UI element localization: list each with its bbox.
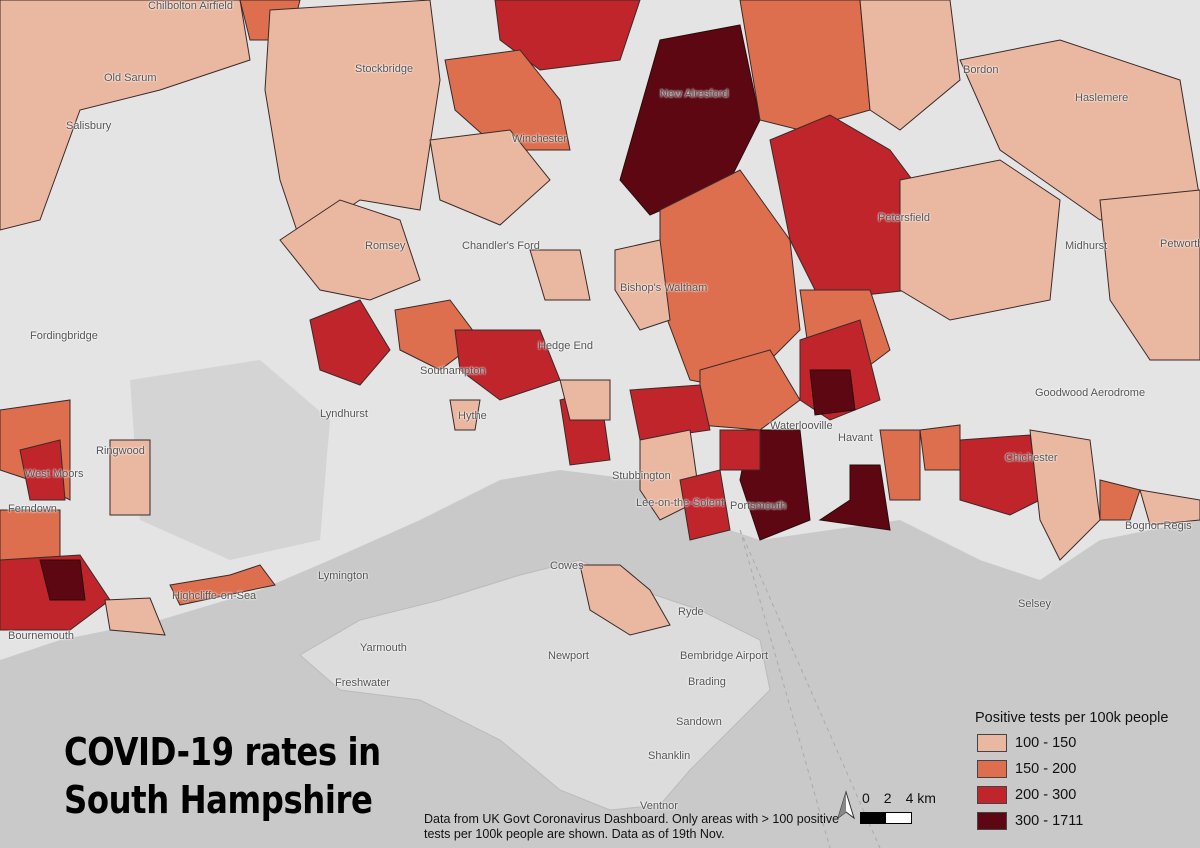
place-label: Brading [688,676,726,688]
place-label: Romsey [365,240,406,252]
place-label: Southampton [420,365,486,377]
legend-item: 200 - 300 [977,786,1168,804]
place-label: Hedge End [538,340,594,352]
scale-label: 4 km [905,790,936,806]
place-label: Bembridge Airport [680,650,769,662]
scale-bar: 0 2 4 km [837,790,936,824]
ferry-route [739,529,881,848]
place-label: Lee-on-the-Solent [636,497,725,509]
legend-title: Positive tests per 100k people [975,710,1169,726]
legend-label: 150 - 200 [1015,761,1077,777]
place-label: Hythe [458,410,487,422]
source-note: Data from UK Govt Coronavirus Dashboard.… [424,812,840,841]
place-label: Portsmouth [730,500,787,512]
place-label: Bournemouth [8,630,75,642]
place-label: Stockbridge [355,63,414,75]
legend-label: 300 - 1711 [1015,813,1084,829]
place-label: Cowes [550,560,584,572]
place-label: Newport [548,650,589,662]
legend-swatch [977,786,1007,804]
place-label: Chichester [1005,452,1058,464]
scale-label: 0 [862,790,870,806]
place-label: Haslemere [1075,92,1129,104]
place-label: Highcliffe-on-Sea [172,590,257,602]
place-label: Ringwood [96,445,145,457]
place-label: Bognor Regis [1125,520,1192,532]
legend-swatch [977,812,1007,830]
place-label: Freshwater [335,677,391,689]
north-arrow-icon [837,790,855,820]
title-line-2: South Hampshire [64,778,373,822]
scale-label: 2 [883,790,892,806]
legend-item: 150 - 200 [977,760,1168,778]
place-label: Ferndown [8,503,57,515]
place-label: West Moors [25,468,84,480]
ferry-route [739,529,831,848]
place-label: Ryde [678,606,704,618]
legend-label: 200 - 300 [1015,787,1077,803]
place-label: Ventnor [640,800,678,812]
map-title: COVID-19 rates in South Hampshire [64,728,381,824]
legend-label: 100 - 150 [1015,735,1077,751]
place-label: Petworth [1160,238,1200,250]
legend-swatch [977,734,1007,752]
place-label: Waterlooville [770,420,833,432]
place-label: Lymington [318,570,369,582]
new-forest [130,360,330,560]
place-label: Shanklin [648,750,691,762]
place-label: Selsey [1018,598,1052,610]
place-label: Old Sarum [104,72,157,84]
place-label: Salisbury [66,120,112,132]
place-label: Fordingbridge [30,330,98,342]
legend-swatch [977,760,1007,778]
place-label: Sandown [676,716,722,728]
place-label: Midhurst [1065,240,1108,252]
place-label: New Alresford [660,88,729,100]
place-label: Bishop's Waltham [620,282,708,294]
region [0,0,251,231]
title-line-1: COVID-19 rates in [64,730,381,774]
place-label: Goodwood Aerodrome [1035,387,1146,399]
legend-item: 300 - 1711 [977,812,1168,830]
place-label: Lyndhurst [320,408,368,420]
place-label: Havant [838,432,873,444]
rate-regions [0,0,1200,636]
place-label: Petersfield [878,212,930,224]
place-label: Winchester [512,133,568,145]
legend: Positive tests per 100k people 100 - 150… [975,710,1168,830]
place-label: Bordon [963,64,999,76]
place-label: Chandler's Ford [462,240,540,252]
place-label: Stubbington [612,470,671,482]
legend-item: 100 - 150 [977,734,1168,752]
place-label: Chilbolton Airfield [148,0,233,12]
place-label: Yarmouth [360,642,407,654]
